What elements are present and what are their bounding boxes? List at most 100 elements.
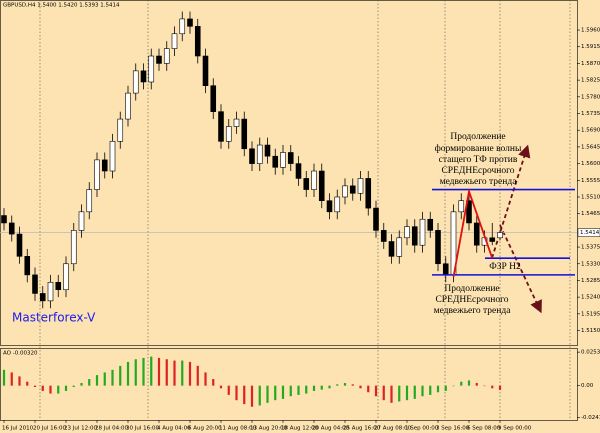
candle-body <box>70 230 77 265</box>
ao-bar <box>328 385 331 389</box>
ao-title: AO -0.00320 <box>3 351 38 357</box>
candle-body <box>442 263 449 276</box>
candle-body <box>497 232 503 239</box>
ao-bar <box>134 359 137 386</box>
y-tick-label: 1.5915 <box>581 44 600 50</box>
candle-body <box>295 163 302 179</box>
x-tick-label: 16 Jul 2010 <box>2 426 34 432</box>
y-tick-label: 1.5600 <box>581 161 600 167</box>
ao-bar <box>18 376 21 386</box>
x-tick-label: 1 Sep 00:00 <box>405 426 439 432</box>
candle-body <box>357 178 364 194</box>
candle-body <box>171 33 178 49</box>
ao-bar <box>421 385 424 397</box>
y-tick-label: 1.5825 <box>581 78 600 84</box>
ao-bar <box>398 385 401 402</box>
annotation: ФЗР Н2 <box>489 262 521 272</box>
x-tick-label: 9 Sep 00:00 <box>498 426 532 432</box>
main-frame <box>0 0 578 346</box>
candle-body <box>365 178 372 209</box>
annotation: стащего ТФ против <box>439 155 518 165</box>
ao-bar <box>227 385 230 395</box>
candle-body <box>489 237 496 242</box>
zigzag <box>452 187 494 277</box>
y-tick-label: 1.5195 <box>581 311 600 317</box>
ao-bar <box>312 385 316 391</box>
x-tick-label: 6 Sep 08:00 <box>467 426 501 432</box>
ao-bar <box>103 372 106 386</box>
candle-body <box>163 48 170 64</box>
up-arrow <box>491 144 531 259</box>
ao-bar <box>289 385 292 397</box>
candle-body <box>264 144 271 157</box>
ao-bar <box>320 385 323 390</box>
ao-bar <box>413 385 416 399</box>
y-tick-label: 0.02538 <box>581 350 600 356</box>
candle-body <box>109 141 116 172</box>
y-tick-label: 1.5240 <box>581 295 600 301</box>
candle-body <box>334 196 341 213</box>
y-tick-label: 1.5375 <box>581 245 600 251</box>
ao-bar <box>281 385 285 399</box>
candle-body <box>179 18 186 35</box>
candle-body <box>272 155 279 168</box>
ao-bar <box>41 385 44 391</box>
ao-bar <box>436 385 440 393</box>
candle-body <box>47 282 54 302</box>
candle-body <box>388 241 395 257</box>
annotation: формирование волны <box>435 143 522 154</box>
annotation: медвежьего тренда <box>434 306 512 316</box>
y-tick-label: 1.5690 <box>581 128 600 134</box>
ao-bar <box>212 379 215 386</box>
annotation: Продолжение <box>450 132 505 142</box>
ao-bar <box>126 361 130 386</box>
candle-body <box>94 159 100 190</box>
candle-body <box>419 218 426 246</box>
annotation: медвежьего тренда <box>440 177 518 187</box>
candle-body <box>326 200 333 213</box>
candle-body <box>241 118 248 150</box>
x-tick-label: 23 Jul 12:00 <box>64 426 97 432</box>
ao-bar <box>2 369 6 386</box>
y-tick-label: 0.00 <box>581 383 594 389</box>
ao-bar <box>258 385 261 406</box>
y-tick-label: 1.5645 <box>581 144 600 150</box>
x-tick-label: 4 Aug 04:00 <box>157 426 191 432</box>
ao-bar <box>382 385 385 401</box>
candle-body <box>140 70 147 83</box>
candle-body <box>280 152 286 168</box>
candle-body <box>342 185 348 198</box>
ao-bar <box>142 357 145 386</box>
candle-body <box>24 256 31 276</box>
ao-bar <box>49 385 52 394</box>
ao-bar <box>374 385 378 397</box>
candle-body <box>435 230 441 265</box>
candle-body <box>148 55 155 83</box>
annotation: СРЕДНЕсрочного <box>435 295 508 305</box>
ao-bar <box>483 385 486 387</box>
ao-bar <box>243 385 246 405</box>
y-tick-label: 1.5870 <box>581 61 600 67</box>
x-tick-label: 30 Jul 16:00 <box>126 426 159 432</box>
candle-body <box>86 189 93 213</box>
annotation: СРЕДНЕсрочного <box>441 166 514 176</box>
x-tick-label: 25 Aug 16:00 <box>343 426 381 432</box>
ao-bar <box>444 385 447 391</box>
ao-bar <box>219 385 223 389</box>
ao-bar <box>10 372 13 386</box>
candle-body <box>32 274 38 294</box>
y-tick-label: 1.5510 <box>581 194 600 200</box>
candle-body <box>218 111 224 142</box>
ao-bar <box>429 385 432 395</box>
candle-body <box>132 70 139 94</box>
brand-label: Masterforex-V <box>12 311 96 325</box>
ao-bar <box>405 385 409 401</box>
candle-body <box>210 85 217 112</box>
ao-bar <box>274 385 277 401</box>
ao-bar <box>157 357 161 386</box>
period-separators <box>39 0 571 420</box>
ao-bar <box>460 381 463 386</box>
ao-bar <box>150 356 153 386</box>
y-tick-label: 1.5555 <box>581 178 600 184</box>
